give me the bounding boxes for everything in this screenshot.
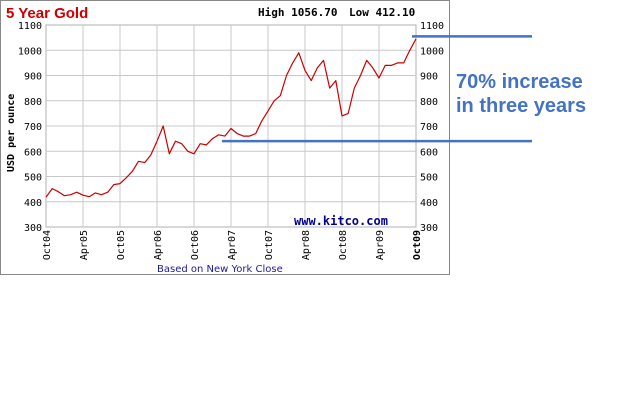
y-tick-label-left: 1000 (18, 46, 42, 57)
y-tick-label-right: 900 (420, 72, 438, 83)
y-tick-label-left: 800 (24, 97, 42, 108)
x-tick-label: Apr09 (375, 230, 386, 260)
annotation-line2: in three years (456, 95, 587, 117)
y-tick-label-left: 900 (24, 72, 42, 83)
y-tick-label-left: 500 (24, 173, 42, 184)
watermark: www.kitco.com (294, 214, 388, 228)
tick-labels: 1100 1100 1000 1000 900 900 800 800 700 700 600 600… (18, 21, 444, 260)
x-tick-label: Apr08 (301, 230, 312, 260)
y-tick-label-left: 400 (24, 198, 42, 209)
x-tick-label: Oct06 (190, 230, 201, 260)
y-tick-label-right: 400 (420, 198, 438, 209)
y-tick-label-right: 1000 (420, 46, 444, 57)
x-tick-label: Oct05 (116, 230, 127, 260)
y-tick-label-left: 700 (24, 122, 42, 133)
x-tick-label: Oct08 (338, 230, 349, 260)
footer-label: Based on New York Close (157, 264, 283, 275)
grid (46, 25, 416, 227)
x-tick-label: Oct04 (42, 230, 53, 260)
y-tick-label-left: 1100 (18, 21, 42, 32)
annotation-lines (222, 35, 532, 143)
x-tick-label: Oct07 (264, 230, 275, 260)
y-tick-label-right: 1100 (420, 21, 444, 32)
y-tick-label-right: 500 (420, 173, 438, 184)
y-tick-label-right: 800 (420, 97, 438, 108)
chart-title: 5 Year Gold (6, 5, 88, 22)
annotation-line1: 70% increase (456, 71, 583, 93)
y-tick-label-left: 600 (24, 147, 42, 158)
x-tick-label: Oct09 (412, 230, 423, 260)
y-tick-label-left: 300 (24, 223, 42, 234)
x-tick-label: Apr06 (153, 230, 164, 260)
high-label: High 1056.70 (258, 6, 337, 19)
y-axis-label: USD per ounce (6, 94, 17, 172)
series-line (45, 38, 417, 198)
y-tick-label-right: 600 (420, 147, 438, 158)
y-tick-label-right: 300 (420, 223, 438, 234)
low-label: Low 412.10 (349, 6, 415, 19)
x-tick-label: Apr05 (79, 230, 90, 260)
gold-price-line (45, 38, 417, 198)
annotation-text: 70% increase in three years (456, 70, 636, 118)
x-tick-label: Apr07 (227, 230, 238, 260)
y-tick-label-right: 700 (420, 122, 438, 133)
